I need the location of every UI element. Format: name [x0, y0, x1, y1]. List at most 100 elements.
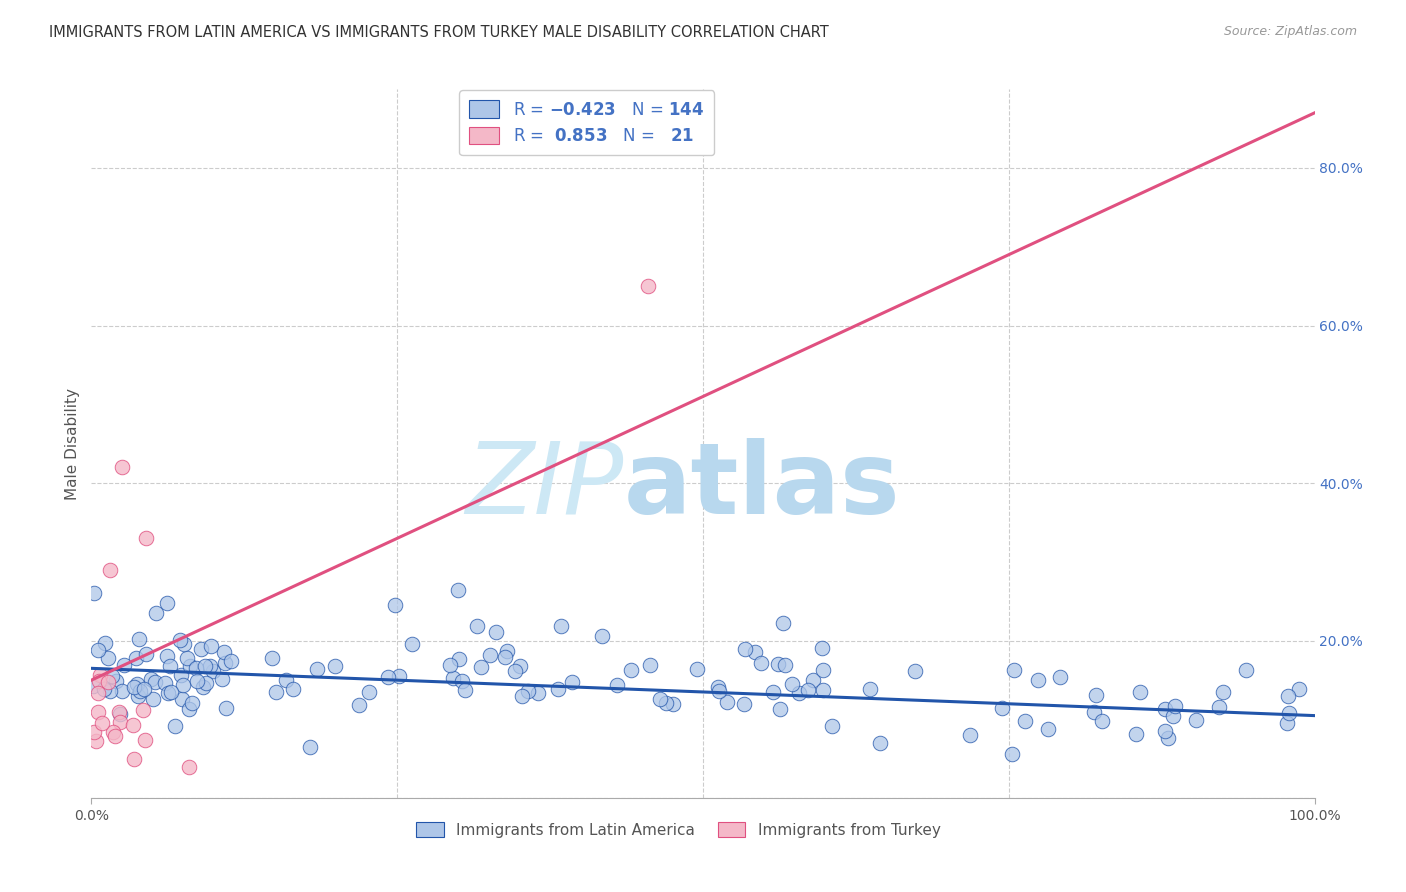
Point — [547, 682, 569, 697]
Point — [283, 681, 305, 696]
Point — [638, 658, 661, 673]
Point — [212, 645, 235, 659]
Point — [194, 659, 217, 673]
Point — [87, 705, 110, 719]
Point — [773, 657, 796, 672]
Point — [1288, 682, 1310, 697]
Point — [83, 724, 105, 739]
Point — [129, 684, 152, 698]
Point — [163, 718, 186, 732]
Point — [384, 599, 406, 613]
Point — [82, 679, 104, 693]
Point — [104, 729, 127, 743]
Point — [1004, 663, 1026, 677]
Point — [143, 675, 166, 690]
Point — [503, 664, 526, 678]
Point — [485, 624, 508, 639]
Point — [101, 669, 124, 683]
Point — [859, 681, 882, 696]
Point — [134, 732, 156, 747]
Point — [797, 682, 820, 697]
Point — [749, 656, 772, 670]
Point — [1236, 663, 1258, 677]
Point — [494, 650, 516, 665]
Point — [769, 702, 792, 716]
Point — [1212, 685, 1234, 699]
Point — [655, 696, 678, 710]
Point — [637, 279, 659, 293]
Point — [125, 677, 148, 691]
Point — [550, 618, 572, 632]
Point — [160, 684, 183, 698]
Point — [87, 643, 110, 657]
Point — [128, 632, 150, 647]
Point — [173, 637, 195, 651]
Point — [89, 668, 111, 682]
Point — [1049, 670, 1071, 684]
Point — [221, 654, 243, 668]
Point — [904, 664, 927, 678]
Point — [179, 760, 201, 774]
Point — [155, 595, 177, 609]
Point — [103, 725, 125, 739]
Point — [153, 675, 176, 690]
Point — [357, 685, 380, 699]
Legend: Immigrants from Latin America, Immigrants from Turkey: Immigrants from Latin America, Immigrant… — [411, 815, 946, 844]
Point — [1164, 698, 1187, 713]
Point — [177, 702, 200, 716]
Point — [202, 664, 225, 678]
Point — [648, 692, 671, 706]
Text: Source: ZipAtlas.com: Source: ZipAtlas.com — [1223, 25, 1357, 38]
Point — [762, 685, 785, 699]
Point — [98, 563, 121, 577]
Point — [811, 664, 834, 678]
Point — [170, 668, 193, 682]
Point — [1128, 685, 1150, 699]
Point — [86, 686, 108, 700]
Point — [510, 689, 533, 703]
Point — [266, 685, 288, 699]
Point — [142, 692, 165, 706]
Point — [451, 674, 474, 689]
Y-axis label: Male Disability: Male Disability — [65, 388, 80, 500]
Point — [768, 657, 790, 672]
Point — [96, 675, 118, 690]
Point — [661, 697, 683, 711]
Point — [1208, 700, 1230, 714]
Point — [122, 752, 145, 766]
Point — [93, 682, 115, 697]
Point — [782, 677, 804, 691]
Point — [323, 659, 346, 673]
Point — [449, 652, 471, 666]
Point — [145, 606, 167, 620]
Point — [709, 684, 731, 698]
Point — [1275, 715, 1298, 730]
Point — [347, 698, 370, 713]
Point — [509, 659, 531, 673]
Point — [801, 673, 824, 687]
Point — [211, 672, 233, 686]
Point — [869, 736, 891, 750]
Point — [439, 658, 461, 673]
Point — [401, 637, 423, 651]
Point — [135, 647, 157, 661]
Point — [1125, 727, 1147, 741]
Point — [1083, 705, 1105, 719]
Point — [527, 686, 550, 700]
Point — [517, 684, 540, 698]
Point — [89, 674, 111, 689]
Point — [83, 586, 105, 600]
Point — [619, 663, 641, 677]
Point — [299, 740, 322, 755]
Point — [377, 670, 399, 684]
Point — [821, 719, 844, 733]
Point — [1184, 713, 1206, 727]
Point — [686, 662, 709, 676]
Point — [132, 682, 155, 697]
Point — [1161, 709, 1184, 723]
Point — [787, 686, 810, 700]
Point — [734, 641, 756, 656]
Point — [170, 692, 193, 706]
Point — [478, 648, 501, 663]
Point — [959, 728, 981, 742]
